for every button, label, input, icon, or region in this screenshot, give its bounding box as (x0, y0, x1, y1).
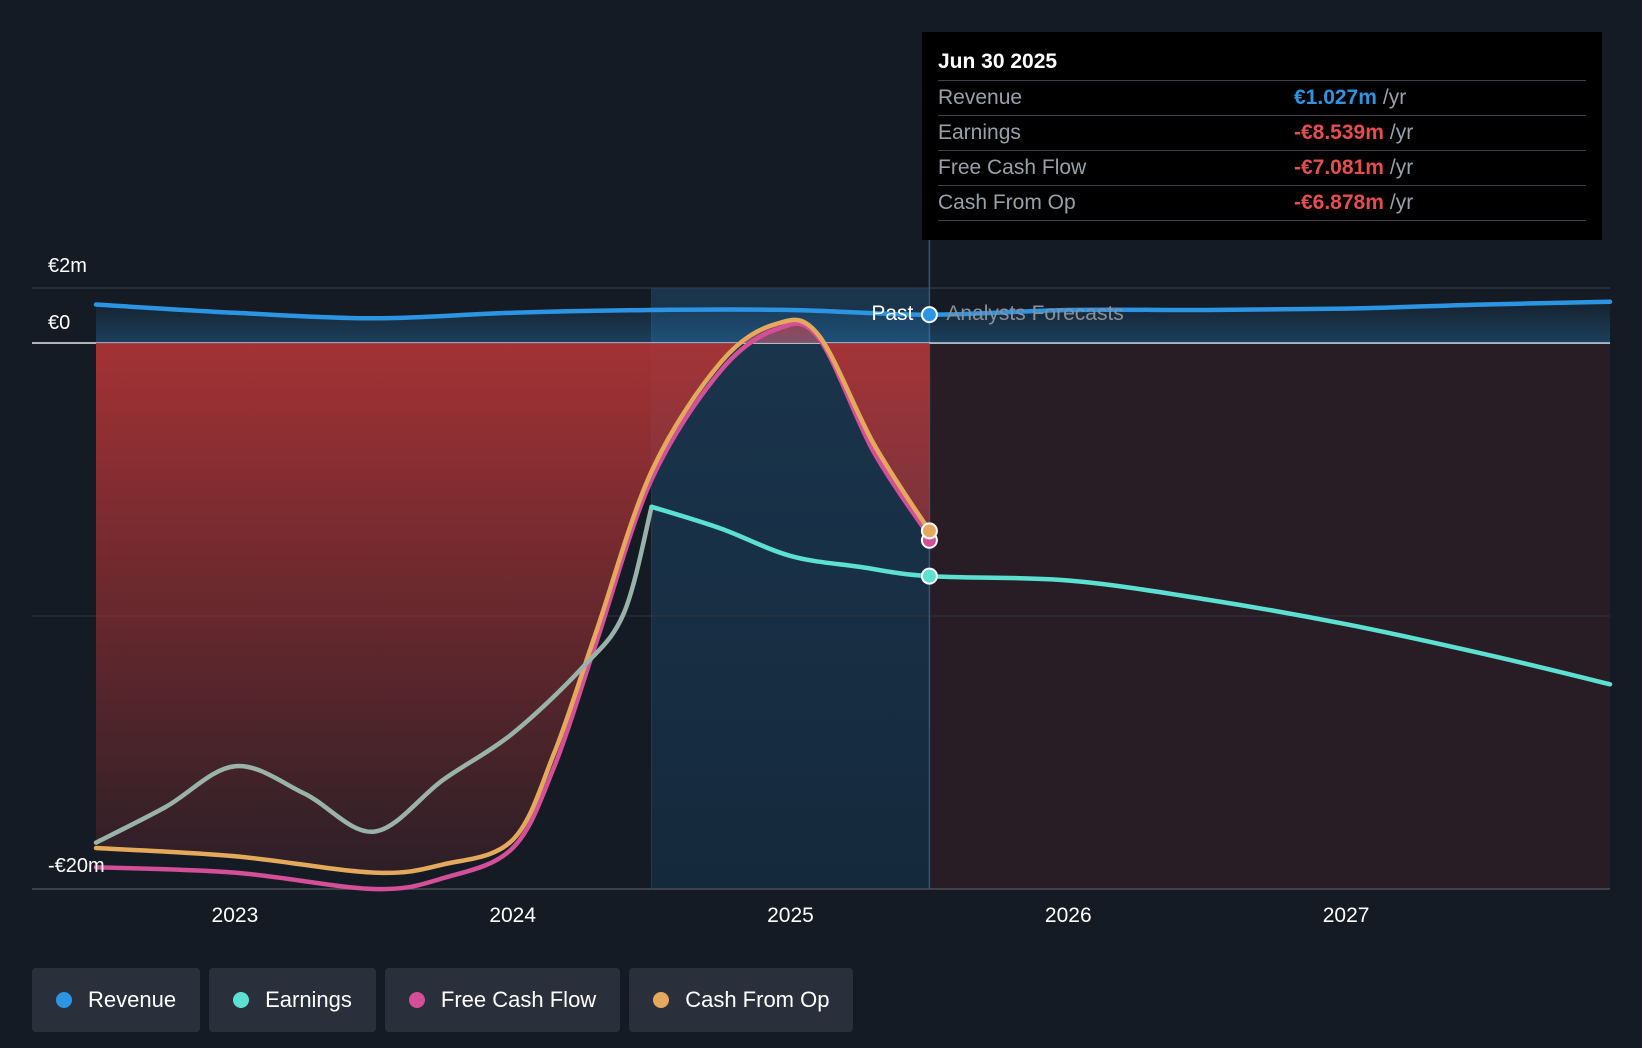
legend-free-cash-flow[interactable]: Free Cash Flow (384, 968, 621, 1032)
legend-revenue[interactable]: Revenue (32, 968, 201, 1032)
earnings-line (649, 504, 1613, 687)
revenue-dot-icon (56, 992, 72, 1008)
cash-from-op-line (93, 317, 932, 876)
legend-label: Revenue (88, 987, 177, 1012)
legend-earnings[interactable]: Earnings (209, 968, 376, 1032)
tooltip-unit: /yr (1382, 86, 1407, 109)
y-tick-label: €0 (48, 312, 70, 334)
earnings-dot-icon (233, 992, 250, 1008)
tooltip-label: Earnings (938, 121, 1021, 144)
fcf-dot-icon (408, 992, 425, 1008)
y-tick-label: €2m (48, 255, 87, 277)
legend: Revenue Earnings Free Cash Flow Cash Fro… (32, 968, 854, 1032)
forecast-label: Analysts Forecasts (946, 302, 1123, 325)
earnings-marker (920, 567, 938, 585)
tooltip-label: Free Cash Flow (938, 156, 1087, 179)
cash-from-op-marker (920, 522, 938, 540)
tooltip-value: €1.027m (1294, 86, 1377, 109)
legend-label: Earnings (265, 987, 352, 1012)
x-tick-label: 2023 (212, 904, 259, 927)
tooltip-label: Revenue (938, 86, 1023, 109)
x-tick-label: 2025 (767, 904, 814, 927)
revenue-line (93, 299, 1613, 321)
tooltip-label: Cash From Op (938, 191, 1076, 214)
tooltip-row-revenue: Revenue €1.027m /yr (938, 80, 1586, 115)
past-label: Past (871, 302, 913, 325)
x-tick-label: 2026 (1045, 904, 1092, 927)
tooltip-value: -€7.081m (1294, 156, 1384, 179)
revenue-marker (920, 306, 938, 324)
revenue-area (96, 301, 1610, 343)
tooltip-unit: /yr (1389, 156, 1414, 179)
tooltip-value: -€8.539m (1294, 121, 1384, 144)
tooltip-row-fcf: Free Cash Flow -€7.081m /yr (938, 150, 1586, 185)
cfo-dot-icon (653, 992, 670, 1008)
legend-label: Free Cash Flow (440, 987, 597, 1012)
tooltip-unit: /yr (1389, 121, 1414, 144)
legend-label: Cash From Op (685, 987, 830, 1012)
tooltip-unit: /yr (1389, 191, 1414, 214)
tooltip-row-earnings: Earnings -€8.539m /yr (938, 115, 1586, 150)
tooltip-value: -€6.878m (1294, 191, 1384, 214)
past-negative-area (96, 319, 930, 873)
legend-cash-from-op[interactable]: Cash From Op (629, 968, 854, 1032)
tooltip: Jun 30 2025 Revenue €1.027m /yr Earnings… (922, 32, 1602, 240)
y-tick-label: -€20m (48, 855, 105, 877)
x-tick-label: 2024 (489, 904, 536, 927)
earnings-line-early (93, 504, 654, 845)
x-tick-label: 2027 (1323, 904, 1370, 927)
tooltip-row-cfo: Cash From Op -€6.878m /yr (938, 185, 1586, 221)
tooltip-date: Jun 30 2025 (938, 50, 1058, 73)
